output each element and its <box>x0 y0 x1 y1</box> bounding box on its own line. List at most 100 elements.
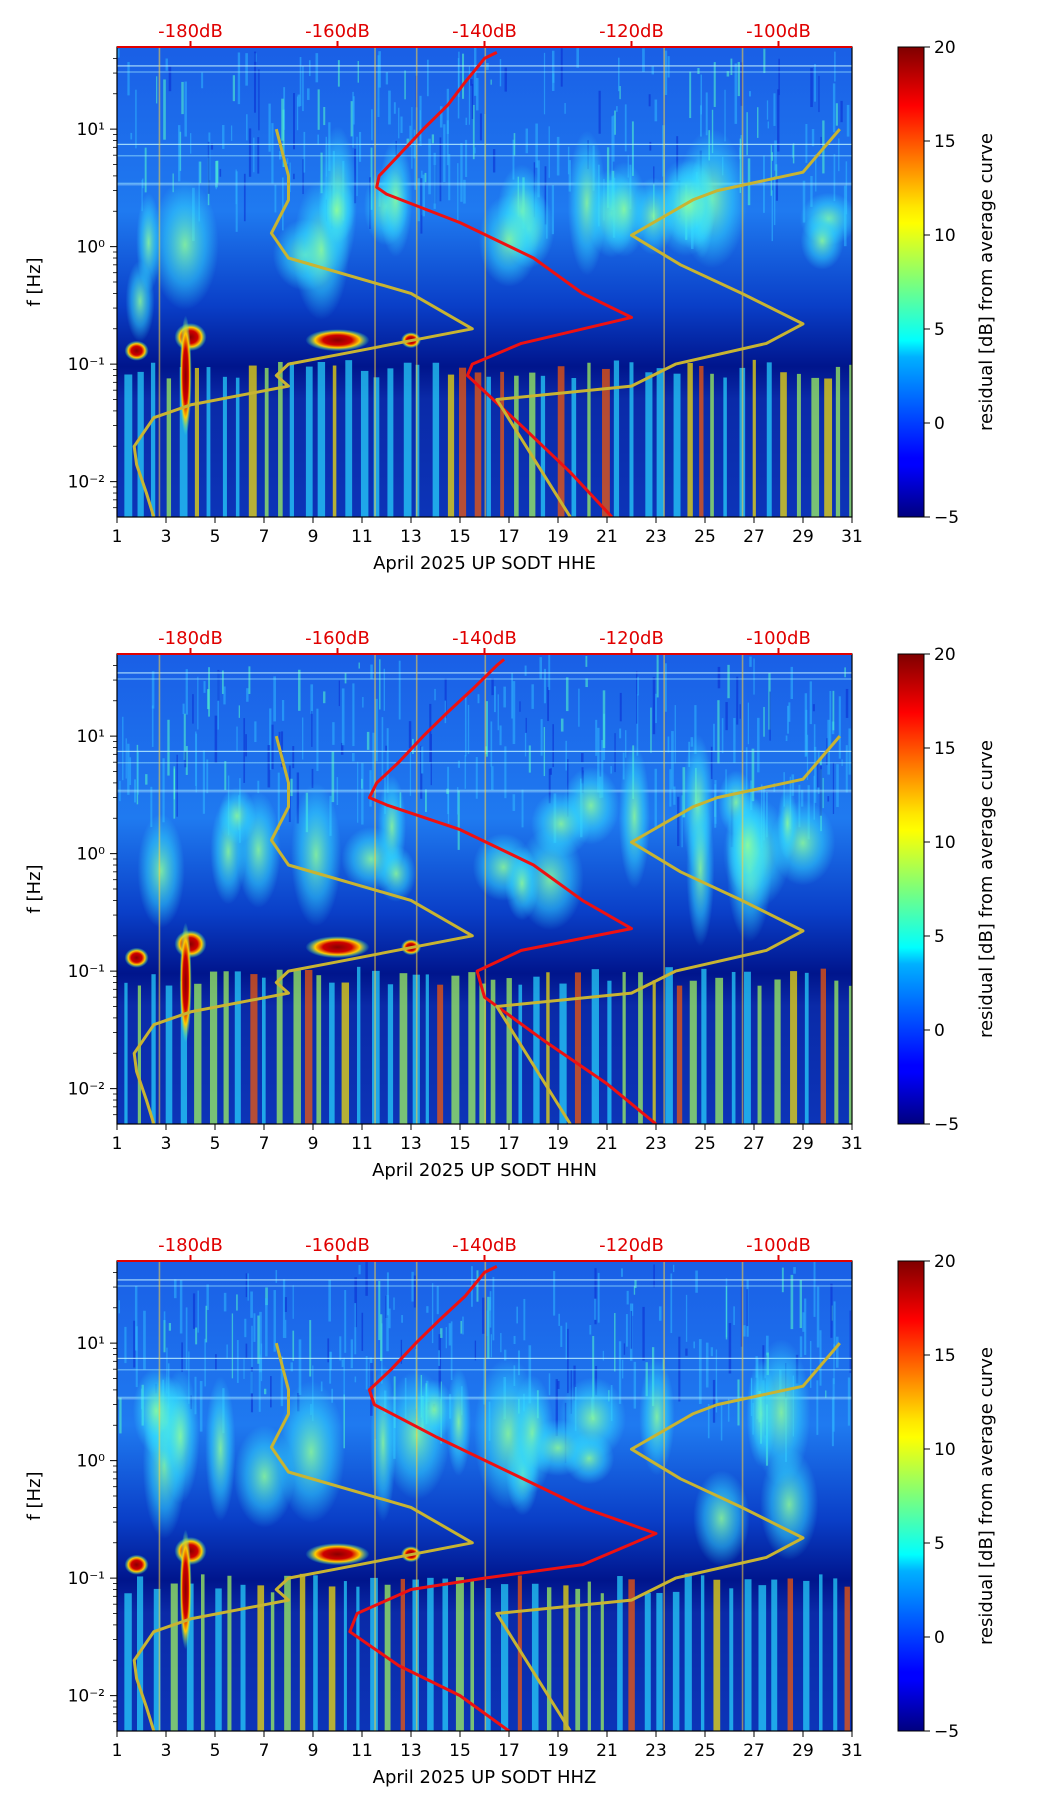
x-tick-label: 1 <box>112 527 123 547</box>
x-tick-label: 7 <box>259 1741 270 1761</box>
db-label: -180dB <box>158 21 223 42</box>
noise-model-curve-1 <box>132 735 474 1124</box>
db-label: -140dB <box>452 1235 517 1256</box>
x-tick-label: 23 <box>645 527 667 547</box>
colorbar-tick-label: −5 <box>934 508 959 528</box>
db-label: -160dB <box>305 628 370 649</box>
noise-model-curve-1 <box>132 128 474 517</box>
x-tick-label: 3 <box>161 1134 172 1154</box>
y-tick-label: 10⁰ <box>77 238 106 258</box>
x-tick-label: 21 <box>596 1741 618 1761</box>
x-tick-label: 31 <box>841 1741 863 1761</box>
colorbar-tick-label: 15 <box>934 1346 956 1366</box>
colorbar-tick-label: 20 <box>934 38 956 58</box>
x-tick-label: 3 <box>161 527 172 547</box>
x-tick-label: 25 <box>694 1741 716 1761</box>
db-label: -140dB <box>452 21 517 42</box>
x-tick-label: 5 <box>210 1134 221 1154</box>
x-tick-label: 13 <box>400 1134 422 1154</box>
db-label: -120dB <box>599 21 664 42</box>
x-axis-title: April 2025 UP SODT HHE <box>373 553 596 574</box>
y-tick-label: 10⁻² <box>68 473 105 493</box>
x-tick-label: 17 <box>498 1741 520 1761</box>
colorbar-tick-label: 5 <box>934 927 945 947</box>
y-tick-label: 10⁰ <box>77 845 106 865</box>
x-tick-label: 19 <box>547 527 569 547</box>
x-tick-label: 31 <box>841 527 863 547</box>
x-tick-label: 9 <box>308 527 319 547</box>
colorbar-tick-label: 0 <box>934 414 945 434</box>
x-tick-label: 13 <box>400 527 422 547</box>
colorbar-gradient <box>897 1260 925 1732</box>
colorbar-label: residual [dB] from average curve <box>976 1347 997 1645</box>
x-tick-label: 17 <box>498 1134 520 1154</box>
db-label: -120dB <box>599 628 664 649</box>
x-tick-label: 11 <box>351 1134 373 1154</box>
x-tick-label: 13 <box>400 1741 422 1761</box>
db-label: -160dB <box>305 21 370 42</box>
colorbar-tick-label: 10 <box>934 226 956 246</box>
x-axis-title: April 2025 UP SODT HHZ <box>373 1767 597 1788</box>
colorbar-tick-label: 5 <box>934 320 945 340</box>
db-label: -100dB <box>746 628 811 649</box>
colorbar-label: residual [dB] from average curve <box>976 133 997 431</box>
db-label: -140dB <box>452 628 517 649</box>
x-tick-label: 19 <box>547 1134 569 1154</box>
colorbar: −5 0 5 10 15 20 residual [dB] from average cur… <box>897 645 997 1135</box>
average-psd-curve <box>375 51 633 517</box>
x-tick-label: 21 <box>596 1134 618 1154</box>
noise-model-curve-2 <box>495 128 841 517</box>
colorbar: −5 0 5 10 15 20 residual [dB] from average cur… <box>897 1252 997 1742</box>
db-label: -120dB <box>599 1235 664 1256</box>
y-axis-title: f [Hz] <box>24 864 45 913</box>
db-label: -160dB <box>305 1235 370 1256</box>
y-axis-title: f [Hz] <box>24 1471 45 1520</box>
colorbar-tick-label: 0 <box>934 1628 945 1648</box>
x-tick-label: 23 <box>645 1741 667 1761</box>
x-tick-label: 29 <box>792 1741 814 1761</box>
colorbar: −5 0 5 10 15 20 residual [dB] from average cur… <box>897 38 997 528</box>
noise-model-curve-2 <box>495 1342 841 1731</box>
y-tick-label: 10⁻² <box>68 1687 105 1707</box>
x-tick-label: 9 <box>308 1741 319 1761</box>
x-tick-label: 3 <box>161 1741 172 1761</box>
colorbar-tick-label: 5 <box>934 1534 945 1554</box>
x-tick-label: 5 <box>210 1741 221 1761</box>
db-label: -180dB <box>158 628 223 649</box>
x-tick-label: 29 <box>792 1134 814 1154</box>
x-tick-label: 17 <box>498 527 520 547</box>
y-tick-label: 10⁻² <box>68 1080 105 1100</box>
colorbar-tick-label: 15 <box>934 739 956 759</box>
y-axis-title: f [Hz] <box>24 257 45 306</box>
db-label: -100dB <box>746 21 811 42</box>
x-tick-label: 21 <box>596 527 618 547</box>
y-tick-label: 10¹ <box>77 120 105 140</box>
colorbar-gradient <box>897 46 925 518</box>
colorbar-label: residual [dB] from average curve <box>976 740 997 1038</box>
y-tick-label: 10⁻¹ <box>68 355 105 375</box>
y-tick-label: 10⁻¹ <box>68 962 105 982</box>
average-psd-curve <box>367 658 657 1124</box>
colorbar-tick-label: 20 <box>934 645 956 665</box>
x-tick-label: 29 <box>792 527 814 547</box>
colorbar-tick-label: 10 <box>934 833 956 853</box>
spectrogram-image <box>117 1261 852 1731</box>
noise-model-curve-2 <box>495 735 841 1124</box>
colorbar-tick-label: 20 <box>934 1252 956 1272</box>
x-tick-label: 7 <box>259 527 270 547</box>
colorbar-tick-label: 10 <box>934 1440 956 1460</box>
y-tick-label: 10⁻¹ <box>68 1569 105 1589</box>
noise-model-curve-1 <box>132 1342 474 1731</box>
x-tick-label: 5 <box>210 527 221 547</box>
x-tick-label: 11 <box>351 527 373 547</box>
x-tick-label: 9 <box>308 1134 319 1154</box>
x-tick-label: 25 <box>694 527 716 547</box>
average-psd-curve <box>348 1265 658 1731</box>
colorbar-gradient <box>897 653 925 1125</box>
colorbar-tick-label: 15 <box>934 132 956 152</box>
x-tick-label: 11 <box>351 1741 373 1761</box>
x-axis-title: April 2025 UP SODT HHN <box>372 1160 597 1181</box>
